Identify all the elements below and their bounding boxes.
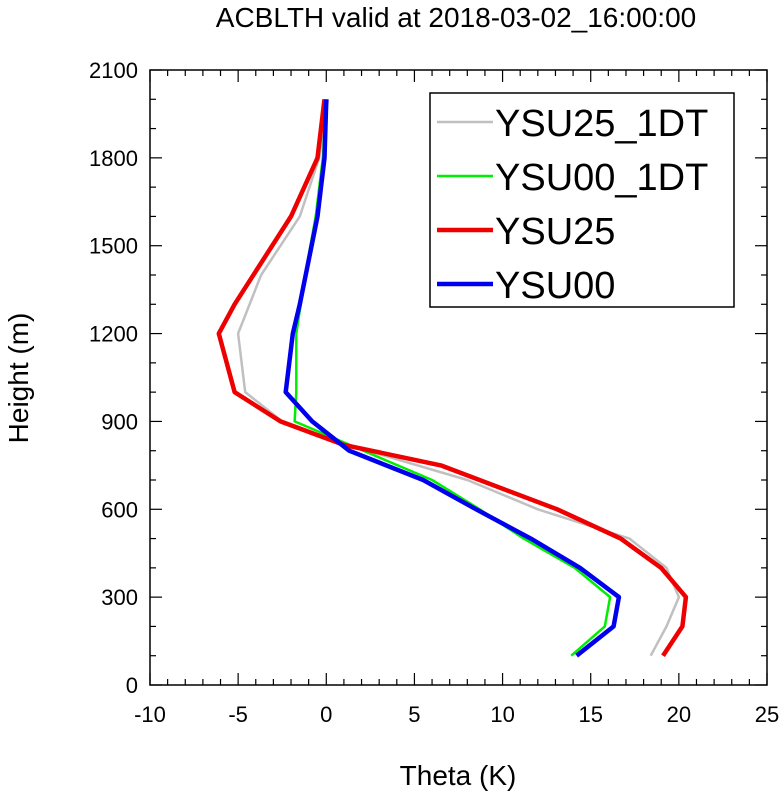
x-tick-label: 0 <box>320 702 332 727</box>
y-tick-label: 1800 <box>89 146 138 171</box>
tick-labels: -10 -5 0 5 10 15 20 25 0 300 600 900 1200 1500 1800 210… <box>89 58 779 727</box>
plot-frame <box>149 69 768 686</box>
legend-label: YSU25 <box>495 211 615 253</box>
y-tick-label: 300 <box>101 585 138 610</box>
x-tick-label: 10 <box>490 702 514 727</box>
x-tick-label: 5 <box>408 702 420 727</box>
y-tick-label: 1500 <box>89 234 138 259</box>
y-tick-label: 600 <box>101 497 138 522</box>
x-tick-label: -5 <box>228 702 248 727</box>
x-tick-label: 15 <box>578 702 602 727</box>
x-axis-label: Theta (K) <box>400 760 517 791</box>
y-tick-label: 0 <box>126 673 138 698</box>
legend-label: YSU00 <box>495 265 615 307</box>
y-tick-label: 1200 <box>89 322 138 347</box>
y-tick-label: 900 <box>101 409 138 434</box>
axis-ticks <box>149 69 768 686</box>
legend-label: YSU00_1DT <box>495 157 708 199</box>
legend-box <box>429 92 735 308</box>
legend-label: YSU25_1DT <box>495 103 708 145</box>
y-axis-label: Height (m) <box>3 313 34 444</box>
y-tick-label: 2100 <box>89 58 138 83</box>
series-line-ysu00 <box>283 99 622 658</box>
x-tick-label: 20 <box>667 702 691 727</box>
legend: YSU25_1DT YSU00_1DT YSU25 YSU00 <box>429 92 735 308</box>
series-layer <box>216 99 689 658</box>
x-tick-label: 25 <box>755 702 779 727</box>
x-tick-label: -10 <box>134 702 166 727</box>
chart-title: ACBLTH valid at 2018-03-02_16:00:00 <box>216 2 696 33</box>
